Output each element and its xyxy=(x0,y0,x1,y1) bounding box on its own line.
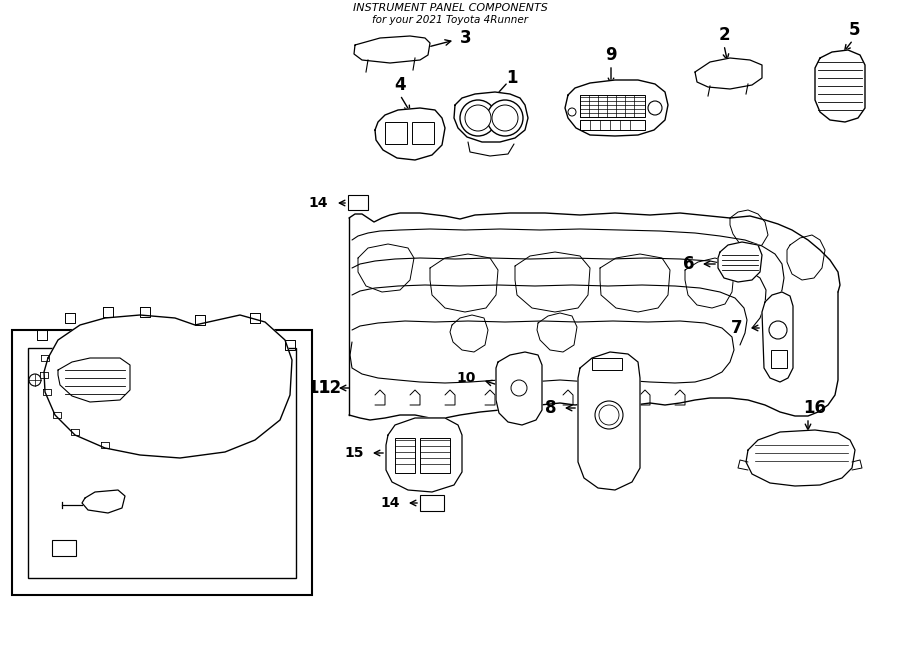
Polygon shape xyxy=(354,36,430,63)
Circle shape xyxy=(511,380,527,396)
Text: 6: 6 xyxy=(682,255,694,273)
Text: 12: 12 xyxy=(318,379,341,397)
Text: 16: 16 xyxy=(804,399,826,417)
Circle shape xyxy=(29,374,41,386)
Circle shape xyxy=(487,100,523,136)
Polygon shape xyxy=(787,235,825,280)
Polygon shape xyxy=(430,254,498,312)
Text: 10: 10 xyxy=(456,371,476,385)
Polygon shape xyxy=(600,254,670,312)
Bar xyxy=(52,540,76,556)
Bar xyxy=(580,120,645,130)
Circle shape xyxy=(648,101,662,115)
Polygon shape xyxy=(565,80,668,136)
Circle shape xyxy=(769,321,787,339)
Bar xyxy=(592,358,622,370)
Polygon shape xyxy=(358,244,414,292)
Polygon shape xyxy=(730,210,768,248)
Polygon shape xyxy=(496,352,542,425)
Text: 8: 8 xyxy=(544,399,556,417)
Text: 14: 14 xyxy=(13,541,32,555)
Text: 11: 11 xyxy=(307,379,330,397)
Bar xyxy=(420,438,450,473)
Circle shape xyxy=(595,401,623,429)
Polygon shape xyxy=(44,315,292,458)
Text: 15: 15 xyxy=(345,446,364,460)
Circle shape xyxy=(465,105,491,131)
Polygon shape xyxy=(537,313,577,352)
Text: 3: 3 xyxy=(460,29,472,47)
Polygon shape xyxy=(685,258,734,308)
Text: 1: 1 xyxy=(506,69,518,87)
Polygon shape xyxy=(578,352,640,490)
Bar xyxy=(412,122,434,144)
Bar xyxy=(12,330,312,595)
Text: 9: 9 xyxy=(605,46,617,64)
Polygon shape xyxy=(762,292,793,382)
Polygon shape xyxy=(386,418,462,492)
Bar xyxy=(580,95,645,117)
Polygon shape xyxy=(695,58,762,89)
Bar xyxy=(28,348,296,578)
Text: INSTRUMENT PANEL COMPONENTS: INSTRUMENT PANEL COMPONENTS xyxy=(353,3,547,13)
Text: 2: 2 xyxy=(718,26,730,44)
Polygon shape xyxy=(450,315,488,352)
Bar xyxy=(385,122,407,144)
Text: 13: 13 xyxy=(42,485,62,499)
Text: 5: 5 xyxy=(850,21,860,39)
Polygon shape xyxy=(718,242,762,282)
Text: 7: 7 xyxy=(731,319,742,337)
Circle shape xyxy=(568,108,576,116)
Text: 4: 4 xyxy=(394,76,406,94)
Polygon shape xyxy=(454,92,528,142)
Circle shape xyxy=(599,405,619,425)
Bar xyxy=(771,350,787,368)
Polygon shape xyxy=(58,358,130,402)
Polygon shape xyxy=(375,108,445,160)
Polygon shape xyxy=(815,50,865,122)
Text: 14: 14 xyxy=(309,196,328,210)
Bar xyxy=(348,195,368,210)
Polygon shape xyxy=(746,430,855,486)
Circle shape xyxy=(460,100,496,136)
Bar xyxy=(395,438,415,473)
Text: 14: 14 xyxy=(381,496,400,510)
Circle shape xyxy=(492,105,518,131)
Bar xyxy=(420,495,444,511)
Polygon shape xyxy=(515,252,590,312)
Text: for your 2021 Toyota 4Runner: for your 2021 Toyota 4Runner xyxy=(372,15,528,25)
